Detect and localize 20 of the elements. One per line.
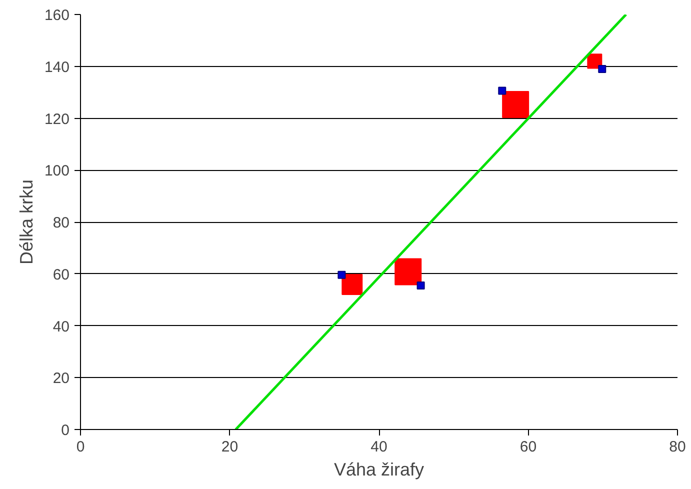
y-tick-label: 20 xyxy=(52,370,70,388)
y-tick-label: 0 xyxy=(61,422,70,439)
point xyxy=(598,64,606,73)
x-tick-label: 20 xyxy=(221,438,238,456)
y-tick-label: 100 xyxy=(44,162,70,180)
y-tick-label: 160 xyxy=(44,7,70,24)
x-axis-title: Váha žirafy xyxy=(334,460,424,480)
y-tick-label: 120 xyxy=(44,110,70,128)
point xyxy=(338,270,346,279)
y-tick-label: 80 xyxy=(52,214,70,232)
x-tick-label: 40 xyxy=(370,438,388,456)
y-tick-label: 40 xyxy=(52,318,70,336)
x-tick-label: 0 xyxy=(76,438,85,456)
x-tick-label: 60 xyxy=(520,438,537,456)
y-tick-label: 140 xyxy=(44,58,70,76)
point xyxy=(498,86,506,95)
x-tick-label: 80 xyxy=(669,438,686,456)
y-tick-label: 60 xyxy=(52,266,70,284)
y-axis-title: Délka krku xyxy=(16,179,36,265)
point xyxy=(416,282,425,290)
